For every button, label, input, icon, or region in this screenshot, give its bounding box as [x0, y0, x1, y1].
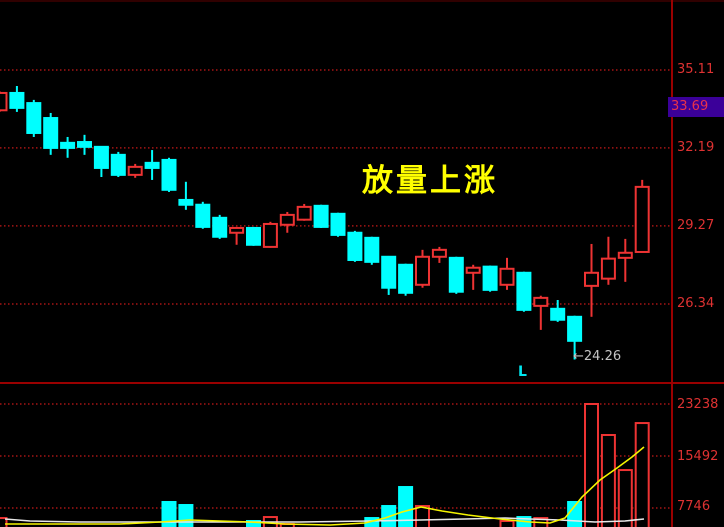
- low-price-callout: ←24.26: [573, 349, 622, 364]
- price-axis-label: 26.34: [677, 296, 715, 311]
- price-axis-label: 35.11: [677, 62, 715, 77]
- volume-axis-label: 15492: [677, 449, 719, 464]
- price-axis-label: 29.27: [677, 218, 715, 233]
- price-axis-label: 32.19: [677, 140, 715, 155]
- volume-axis-label: 23238: [677, 397, 719, 412]
- volume-axis-label: 7746: [677, 499, 711, 514]
- price-axis-label-highlighted: 33.69: [668, 97, 724, 117]
- low-marker-letter: L: [518, 364, 527, 380]
- headline-annotation: 放量上涨: [362, 163, 498, 199]
